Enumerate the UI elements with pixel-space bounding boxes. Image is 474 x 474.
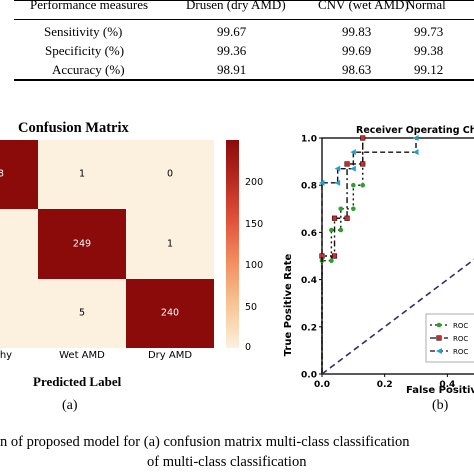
- cm-value: 249: [72, 238, 92, 250]
- cm-cell: [126, 140, 214, 209]
- table-header-measure: Performance measures: [30, 0, 149, 12]
- table-cell: Accuracy (%): [52, 62, 125, 77]
- cm-cell: [126, 279, 214, 348]
- table-bottom-rule: [14, 79, 474, 81]
- table-cell: 99.83: [342, 24, 372, 39]
- roc-point: [350, 165, 356, 172]
- cm-x-tick: Wet AMD: [59, 350, 105, 361]
- roc-point: [351, 182, 356, 188]
- cm-cell: [38, 209, 126, 279]
- table-cell: 99.38: [414, 43, 444, 58]
- cm-colorbar-tick: 0: [245, 342, 252, 353]
- performance-table: Performance measures Drusen (dry AMD) CN…: [0, 0, 474, 81]
- roc-point: [331, 215, 338, 221]
- roc-point: [351, 206, 356, 212]
- table-cell: 98.63: [342, 62, 372, 77]
- cm-value: 3: [0, 168, 5, 180]
- cm-value: 0: [166, 168, 174, 180]
- roc-point: [329, 258, 334, 264]
- roc-y-tick-label: 0.0: [301, 371, 317, 381]
- cm-x-tick: thy: [0, 350, 13, 361]
- roc-legend-label: ROC: [453, 348, 468, 356]
- table-top-rule: [14, 0, 474, 1]
- cm-cell: [38, 140, 126, 209]
- roc-point: [338, 227, 344, 233]
- cm-grid: 3 1 0 249 1 5 240: [0, 140, 214, 348]
- cm-cell: [0, 209, 38, 279]
- roc-point: [350, 149, 356, 156]
- cm-value: 1: [166, 238, 174, 250]
- roc-point: [338, 206, 344, 212]
- roc-point: [413, 135, 419, 141]
- cm-colorbar-tick: 150: [245, 219, 264, 230]
- roc-point: [344, 215, 350, 221]
- roc-sub-label: (b): [432, 398, 449, 413]
- table-header-cnv: CNV (wet AMD): [318, 0, 409, 12]
- roc-y-tick-label: 0.8: [301, 182, 317, 192]
- table-cell: 99.36: [217, 43, 247, 58]
- roc-x-tick-label: 0.2: [377, 380, 393, 390]
- table-cell: Specificity (%): [45, 43, 125, 58]
- roc-point: [360, 161, 366, 167]
- table-header-normal: Normal: [406, 0, 446, 12]
- cm-colorbar: [226, 140, 239, 348]
- roc-point: [360, 135, 366, 141]
- roc-y-tick-label: 1.0: [301, 135, 317, 145]
- roc-legend: ROC ROC ROC: [425, 313, 474, 363]
- roc-point: [344, 161, 350, 167]
- cm-colorbar-tick: 200: [245, 177, 264, 188]
- figure-caption-line-2: of multi-class classification: [147, 454, 307, 470]
- roc-point: [413, 149, 419, 156]
- cm-colorbar-tick: 50: [245, 302, 258, 313]
- cm-cell: [126, 209, 214, 279]
- roc-x-tick-label: 0.4: [439, 380, 455, 390]
- roc-legend-label: ROC: [453, 322, 468, 330]
- figure-caption-line-1: n of proposed model for (a) confusion ma…: [0, 434, 410, 450]
- cm-sub-label: (a): [62, 398, 78, 413]
- table-cell: 98.91: [217, 62, 247, 77]
- roc-chart: Receiver Operating Cha True Positive Rat…: [283, 125, 474, 396]
- roc-point: [334, 179, 341, 186]
- roc-y-tick-label: 0.2: [301, 323, 317, 333]
- cm-cell: [0, 279, 38, 348]
- cm-value: 5: [78, 307, 86, 319]
- roc-x-tick-label: 0.0: [314, 380, 330, 390]
- roc-title: Receiver Operating Cha: [356, 125, 474, 136]
- cm-value: 240: [160, 307, 180, 319]
- roc-point: [319, 179, 325, 186]
- roc-point: [334, 165, 341, 172]
- roc-point: [360, 182, 366, 188]
- table-header-drusen: Drusen (dry AMD): [186, 0, 286, 12]
- roc-y-tick-label: 0.4: [301, 276, 317, 286]
- roc-panel: Receiver Operating Cha True Positive Rat…: [270, 110, 474, 413]
- table-header-rule: [14, 19, 474, 20]
- cm-cell: [0, 140, 38, 209]
- roc-y-axis-label: True Positive Rate: [283, 253, 294, 356]
- roc-x-axis-label: False Positive: [406, 385, 474, 396]
- roc-legend-marker: [436, 322, 442, 328]
- cm-colorbar-tick: 100: [245, 260, 264, 271]
- cm-cell: [38, 279, 126, 348]
- roc-series-line: [321, 138, 417, 374]
- roc-legend-marker: [436, 335, 442, 341]
- table-cell: Sensitivity (%): [44, 24, 123, 39]
- confusion-matrix-panel: Confusion Matrix 3 1 0 249 1 5 240 thy W…: [0, 110, 270, 413]
- roc-point: [331, 253, 338, 259]
- roc-series-line: [321, 138, 364, 374]
- cm-title: Confusion Matrix: [18, 120, 129, 136]
- cm-x-axis-label: Predicted Label: [33, 374, 122, 389]
- cm-x-tick: Dry AMD: [147, 350, 193, 361]
- roc-point: [329, 227, 334, 233]
- cm-value: 1: [78, 168, 86, 180]
- table-cell: 99.73: [414, 24, 444, 39]
- table-cell: 99.12: [414, 62, 444, 77]
- table-cell: 99.69: [342, 43, 372, 58]
- table-cell: 99.67: [217, 24, 247, 39]
- roc-y-tick-label: 0.6: [301, 229, 317, 239]
- roc-legend-marker: [436, 348, 442, 354]
- roc-legend-label: ROC: [453, 335, 468, 343]
